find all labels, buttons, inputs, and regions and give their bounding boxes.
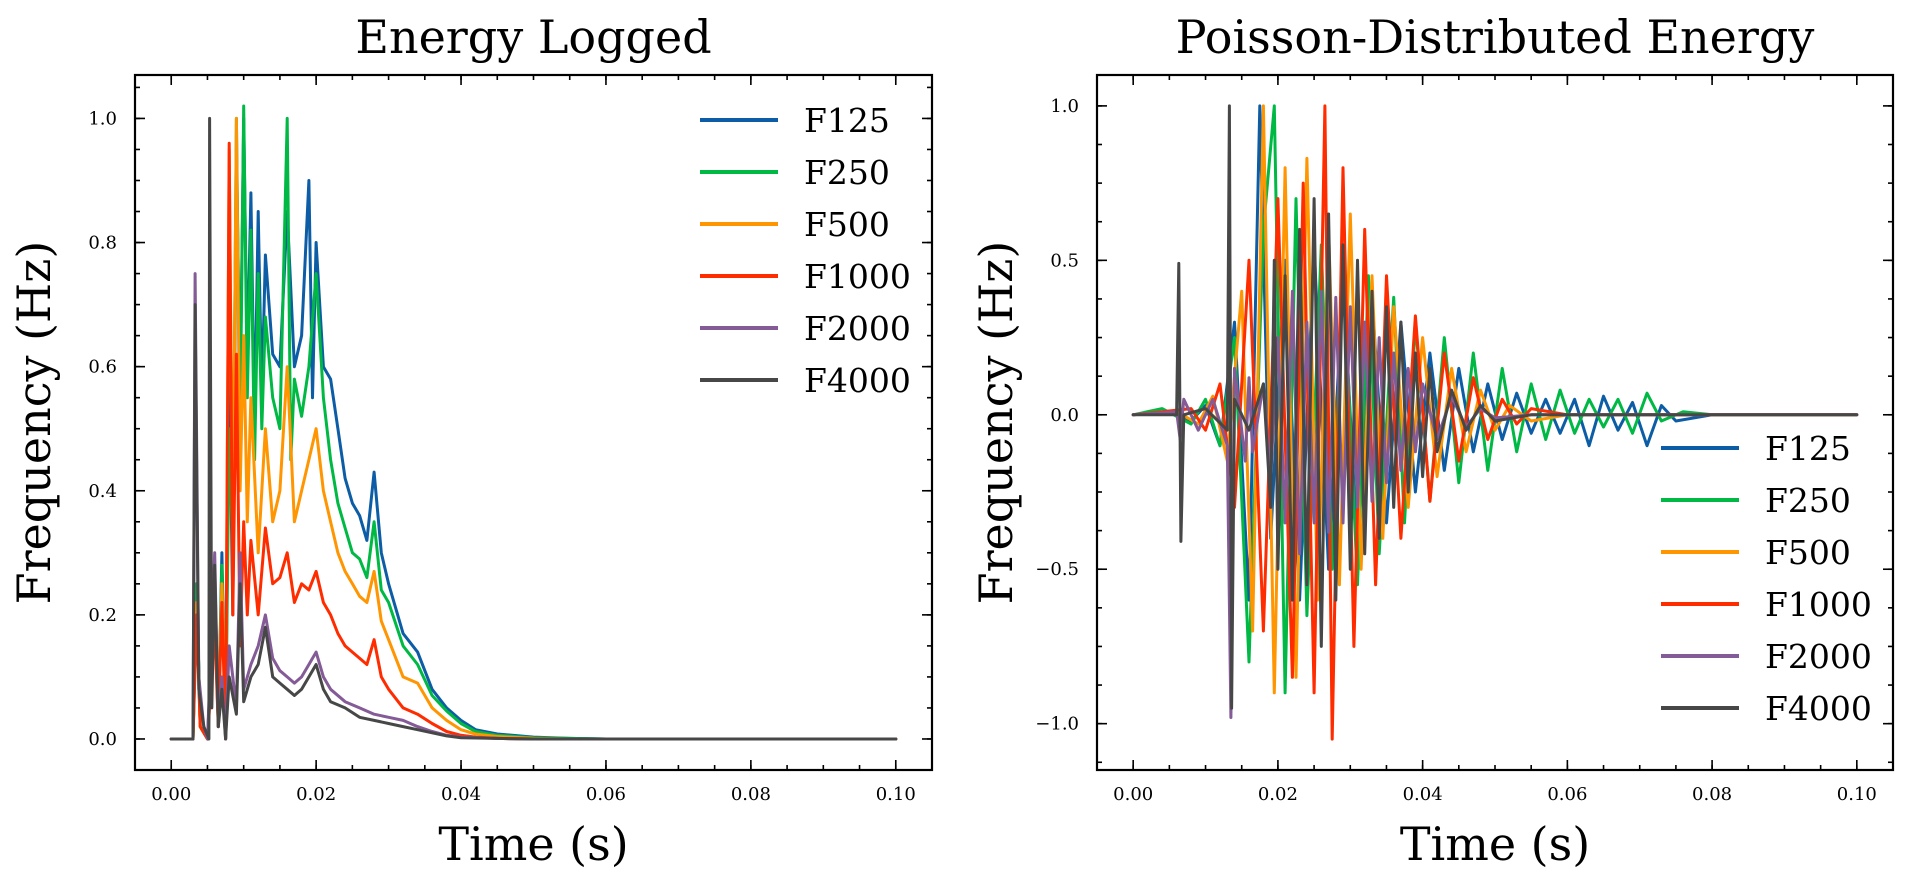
chart-energy-logged: Energy Logged Time (s) Frequency (Hz) 0.00 0… [7, 10, 934, 871]
series-line-f500 [1131, 104, 1859, 695]
series-line-f1000 [169, 141, 898, 741]
plot-frame [133, 73, 934, 772]
chart-title: Energy Logged [355, 10, 711, 64]
y-tick-label: 0.0 [88, 729, 117, 750]
x-axis-label: Time (s) [438, 817, 628, 871]
chart-poisson-distributed-energy: Poisson-Distributed Energy Time (s) Freque… [969, 10, 1895, 871]
x-tick-label: 0.00 [151, 784, 191, 805]
series-line-f4000 [169, 116, 898, 741]
chart-title: Poisson-Distributed Energy [1176, 10, 1815, 64]
legend-label: F250 [804, 153, 890, 192]
legend-label: F500 [1765, 533, 1851, 572]
legend: F125 F250 F500 F1000 F2000 F4000 [700, 101, 911, 400]
legend: F125 F250 F500 F1000 F2000 F4000 [1661, 429, 1872, 728]
legend-label: F2000 [1765, 637, 1872, 676]
y-axis-label: Frequency (Hz) [969, 241, 1023, 605]
y-tick-label: 0.4 [88, 481, 117, 502]
legend-label: F125 [804, 101, 890, 140]
legend-label: F250 [1765, 481, 1851, 520]
x-tick-label: 0.10 [1837, 784, 1877, 805]
x-tick-label: 0.06 [586, 784, 626, 805]
series-group [169, 104, 898, 741]
series-line-f4000 [1131, 104, 1859, 710]
x-tick-label: 0.08 [731, 784, 771, 805]
legend-label: F125 [1765, 429, 1851, 468]
series-line-f250 [169, 104, 898, 741]
x-tick-label: 0.02 [296, 784, 336, 805]
x-tick-label: 0.04 [1403, 784, 1443, 805]
x-tick-label: 0.10 [876, 784, 916, 805]
legend-label: F1000 [1765, 585, 1872, 624]
legend-label: F500 [804, 205, 890, 244]
x-tick-label: 0.06 [1547, 784, 1587, 805]
y-tick-label: 0.8 [88, 233, 117, 254]
legend-label: F4000 [1765, 689, 1872, 728]
y-tick-label: −1.0 [1035, 714, 1079, 735]
y-tick-label: 0.2 [88, 605, 117, 626]
x-tick-label: 0.04 [441, 784, 481, 805]
y-tick-label: 1.0 [1050, 96, 1079, 117]
x-tick-label: 0.00 [1113, 784, 1153, 805]
legend-label: F2000 [804, 309, 911, 348]
y-tick-label: 0.6 [88, 357, 117, 378]
y-tick-label: 1.0 [88, 108, 117, 129]
x-axis-label: Time (s) [1400, 817, 1590, 871]
legend-label: F1000 [804, 257, 911, 296]
legend-label: F4000 [804, 361, 911, 400]
y-tick-label: 0.5 [1050, 250, 1079, 271]
plot-frame [1095, 73, 1895, 772]
x-tick-label: 0.02 [1258, 784, 1298, 805]
series-group [1131, 104, 1859, 741]
y-tick-label: −0.5 [1035, 559, 1079, 580]
x-tick-label: 0.08 [1692, 784, 1732, 805]
y-axis-label: Frequency (Hz) [7, 241, 61, 605]
y-tick-label: 0.0 [1050, 405, 1079, 426]
